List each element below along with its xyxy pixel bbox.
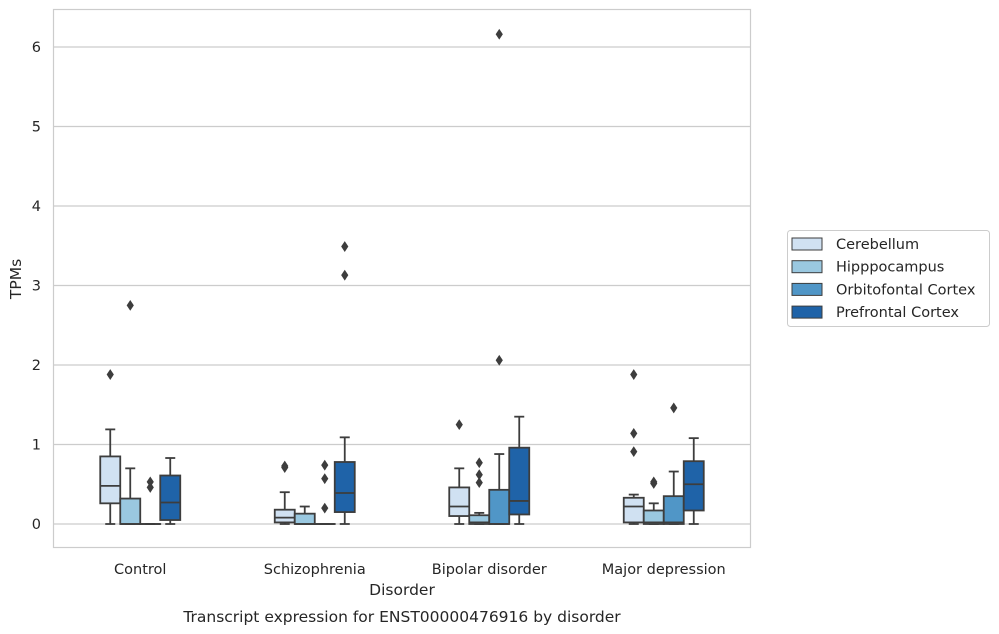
- grid-layer: [53, 46, 751, 525]
- y-tick-label: 3: [32, 279, 41, 295]
- box-iqr: [273, 508, 296, 524]
- plot-frame: [52, 8, 752, 549]
- y-tick-label: 5: [32, 120, 41, 136]
- outlier-point: [475, 477, 483, 489]
- legend-label: Cerebellum: [836, 237, 919, 253]
- outlier-point: [630, 427, 638, 439]
- legend-entry: Cerebellum: [791, 237, 919, 253]
- box-iqr: [159, 474, 182, 521]
- box-cerebellum: [448, 419, 471, 525]
- legend-swatch: [791, 237, 823, 251]
- legend-label: Orbitofontal Cortex: [836, 282, 976, 298]
- x-tick-label: Schizophrenia: [264, 562, 366, 578]
- outlier-point: [321, 502, 329, 514]
- outlier-point: [341, 241, 349, 252]
- legend: Cerebellum Hipppocampus Orbitofontal Corte…: [787, 230, 990, 327]
- x-tick-label: Bipolar disorder: [432, 562, 547, 578]
- box-cerebellum: [99, 369, 122, 525]
- box-prefrontal-cortex: [333, 241, 356, 525]
- box-cerebellum: [273, 460, 296, 525]
- box-iqr: [508, 446, 531, 516]
- outlier-point: [475, 457, 483, 469]
- y-axis-ticks: 0 1 2 3 4 5 6: [32, 40, 41, 533]
- box-iqr: [662, 495, 685, 525]
- box-iqr: [293, 512, 316, 525]
- boxes-layer: [99, 28, 705, 525]
- y-tick-label: 1: [32, 438, 41, 454]
- box-iqr: [99, 455, 122, 505]
- outlier-point: [630, 369, 638, 380]
- outlier-point: [455, 419, 463, 431]
- box-iqr: [488, 488, 511, 525]
- x-tick-label: Major depression: [602, 562, 726, 578]
- y-tick-label: 4: [32, 199, 41, 215]
- box-prefrontal-cortex: [159, 457, 182, 525]
- box-iqr: [333, 461, 356, 513]
- box-iqr: [448, 486, 471, 517]
- box-orbitofontal-cortex: [662, 402, 685, 525]
- legend-swatch: [791, 260, 823, 274]
- outlier-point: [146, 476, 154, 488]
- y-axis-title: TPMs: [7, 259, 25, 300]
- y-tick-label: 2: [32, 358, 41, 374]
- box-orbitofontal-cortex: [488, 28, 511, 525]
- outlier-point: [670, 402, 678, 414]
- box-prefrontal-cortex: [508, 415, 531, 525]
- x-axis-ticks: Control Schizophrenia Bipolar disorder Majo…: [114, 562, 726, 578]
- legend-entry: Orbitofontal Cortex: [791, 282, 976, 298]
- y-tick-label: 0: [32, 517, 41, 533]
- legend-label: Hipppocampus: [836, 260, 944, 276]
- outlier-point: [341, 269, 349, 281]
- box-hipppocampus: [468, 457, 491, 525]
- outlier-point: [495, 354, 503, 366]
- legend-frame: [787, 230, 990, 327]
- box-iqr: [622, 496, 645, 524]
- outlier-point: [146, 482, 154, 493]
- legend-entry: Hipppocampus: [791, 260, 944, 276]
- box-hipppocampus: [642, 476, 665, 525]
- outlier-point: [321, 459, 329, 471]
- outlier-point: [495, 28, 503, 40]
- chart-caption: Transcript expression for ENST0000047691…: [182, 608, 621, 626]
- outlier-point: [106, 369, 114, 380]
- box-hipppocampus: [293, 505, 316, 525]
- box-hipppocampus: [119, 299, 142, 525]
- outlier-point: [630, 446, 638, 458]
- box-orbitofontal-cortex: [139, 476, 162, 525]
- y-tick-label: 6: [32, 40, 41, 56]
- x-axis-title: Disorder: [369, 581, 435, 599]
- legend-label: Prefrontal Cortex: [836, 305, 959, 321]
- box-prefrontal-cortex: [682, 437, 705, 525]
- outlier-point: [126, 299, 134, 311]
- legend-entry: Prefrontal Cortex: [791, 305, 959, 321]
- box-cerebellum: [622, 369, 645, 525]
- box-orbitofontal-cortex: [313, 459, 336, 525]
- outlier-point: [650, 476, 658, 488]
- outlier-point: [321, 473, 329, 485]
- box-iqr: [119, 497, 142, 525]
- box-iqr: [682, 460, 705, 512]
- outlier-point: [281, 460, 289, 472]
- x-tick-label: Control: [114, 562, 166, 578]
- legend-swatch: [791, 282, 823, 296]
- outlier-point: [475, 469, 483, 481]
- legend-swatch: [791, 305, 823, 319]
